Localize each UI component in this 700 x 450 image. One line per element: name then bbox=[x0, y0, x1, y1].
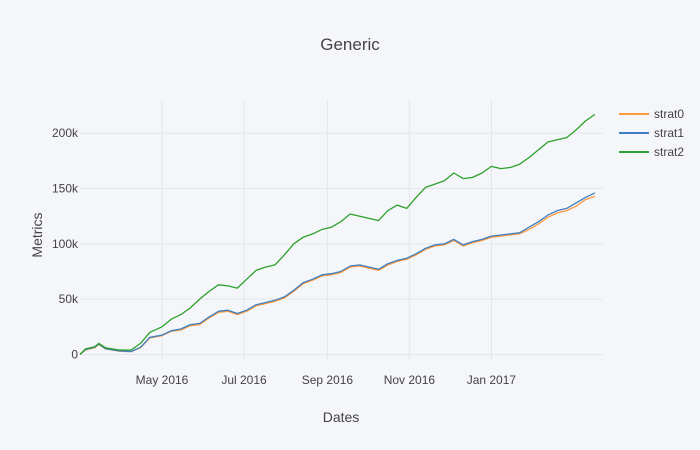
chart-title: Generic bbox=[320, 35, 380, 54]
legend-label: strat2 bbox=[654, 145, 684, 159]
x-tick-labels: May 2016 Jul 2016 Sep 2016 Nov 2016 Jan 2017 bbox=[136, 373, 517, 387]
y-gridlines bbox=[80, 132, 603, 355]
series-layer bbox=[79, 113, 596, 355]
x-axis-title: Dates bbox=[323, 409, 360, 425]
x-tick-label: Sep 2016 bbox=[302, 373, 354, 387]
y-tick-label: 200k bbox=[52, 126, 79, 140]
y-tick-label: 100k bbox=[52, 237, 79, 251]
x-tick-label: Jan 2017 bbox=[467, 373, 517, 387]
legend-item-strat1[interactable]: strat1 bbox=[619, 126, 684, 140]
y-tick-labels: 0 50k 100k 150k 200k bbox=[52, 126, 79, 361]
legend-label: strat1 bbox=[654, 126, 684, 140]
x-tick-label: May 2016 bbox=[136, 373, 189, 387]
series-line-strat1 bbox=[79, 192, 596, 355]
y-axis-title: Metrics bbox=[29, 212, 45, 257]
legend-item-strat0[interactable]: strat0 bbox=[619, 107, 684, 121]
legend-item-strat2[interactable]: strat2 bbox=[619, 145, 684, 159]
series-line-strat2 bbox=[79, 113, 596, 355]
x-tick-label: Jul 2016 bbox=[221, 373, 267, 387]
x-gridlines bbox=[161, 100, 492, 360]
legend: strat0 strat1 strat2 bbox=[619, 107, 684, 159]
y-tick-label: 150k bbox=[52, 182, 79, 196]
x-tick-label: Nov 2016 bbox=[384, 373, 436, 387]
y-tick-label: 0 bbox=[71, 347, 78, 361]
y-tick-label: 50k bbox=[59, 292, 79, 306]
legend-label: strat0 bbox=[654, 107, 684, 121]
